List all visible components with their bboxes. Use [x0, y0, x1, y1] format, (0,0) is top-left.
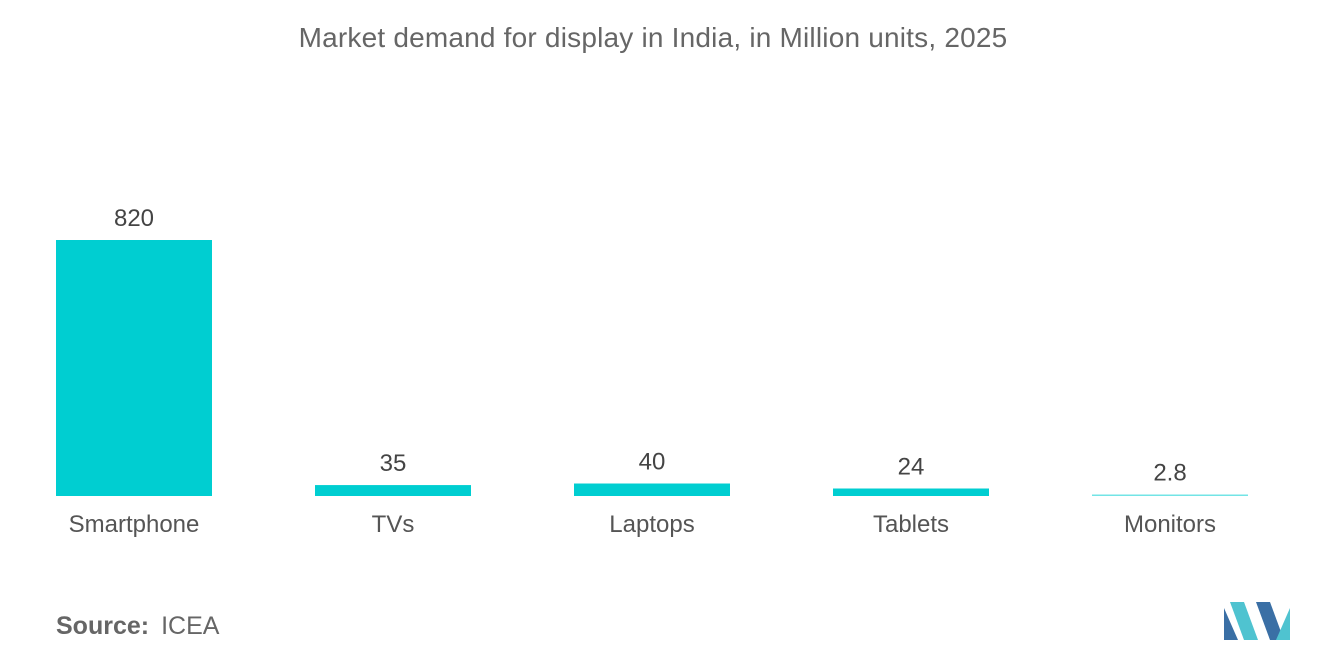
bar-monitors — [1092, 494, 1248, 496]
category-label-smartphone: Smartphone — [69, 511, 200, 538]
brand-logo-icon — [1224, 602, 1290, 640]
source-note: Source: ICEA — [56, 612, 219, 641]
bars-group — [56, 240, 1248, 496]
bar-tablets — [833, 488, 989, 496]
source-value: ICEA — [161, 612, 220, 640]
bar-laptops — [574, 483, 730, 496]
source-label: Source: — [56, 612, 150, 640]
category-labels-group: Smartphone TVs Laptops Tablets Monitors — [69, 511, 1216, 538]
value-label-laptops: 40 — [639, 449, 666, 476]
value-labels-group: 820 35 40 24 2.8 — [114, 205, 1187, 487]
bar-tvs — [315, 485, 471, 496]
chart-title: Market demand for display in India, in M… — [298, 22, 1008, 53]
bar-smartphone — [56, 240, 212, 496]
value-label-monitors: 2.8 — [1153, 460, 1186, 487]
category-label-tablets: Tablets — [873, 511, 949, 538]
bar-chart: 820 35 40 24 2.8 Smartphone TVs Laptops Tablets… — [56, 205, 1248, 538]
value-label-tablets: 24 — [898, 454, 925, 481]
category-label-laptops: Laptops — [609, 511, 694, 538]
value-label-tvs: 35 — [380, 450, 407, 477]
value-label-smartphone: 820 — [114, 205, 154, 232]
category-label-tvs: TVs — [372, 511, 415, 538]
category-label-monitors: Monitors — [1124, 511, 1216, 538]
